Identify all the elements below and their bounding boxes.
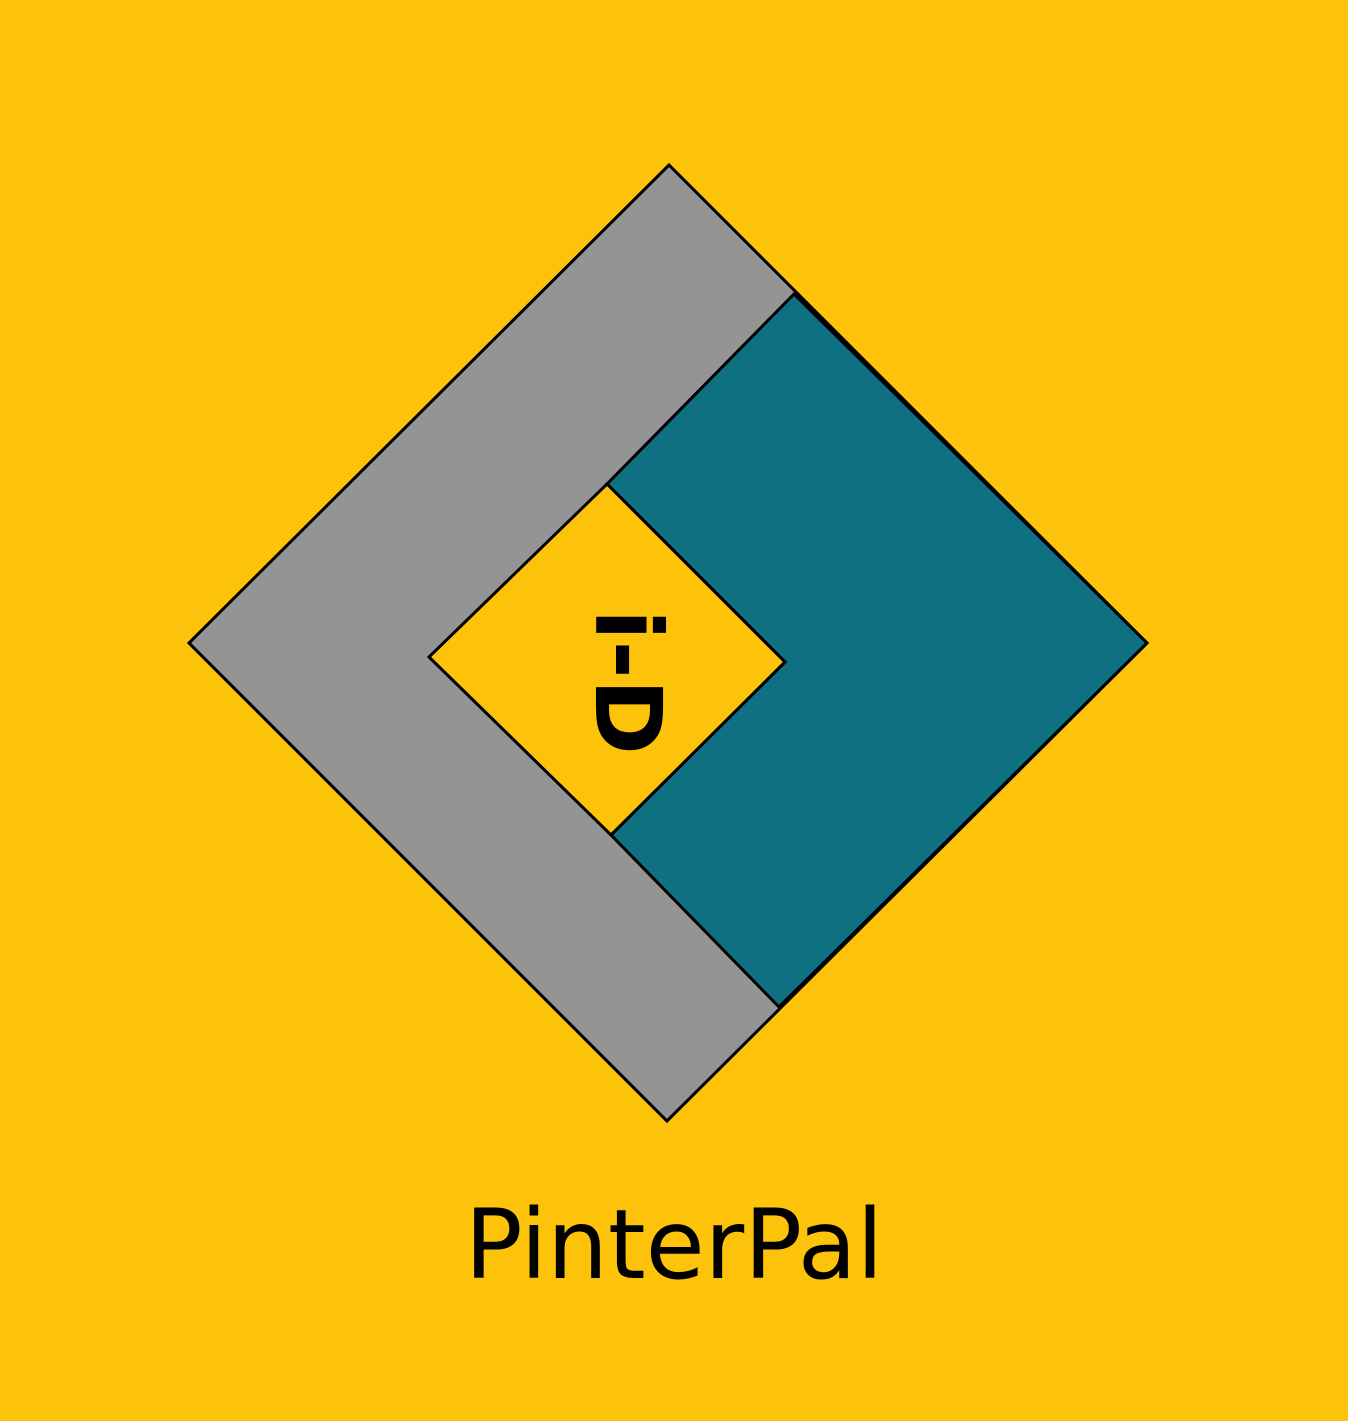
brand-name: PinterPal bbox=[464, 1189, 884, 1301]
mark-text: i-D bbox=[574, 609, 681, 755]
center-diamond bbox=[426, 481, 788, 838]
